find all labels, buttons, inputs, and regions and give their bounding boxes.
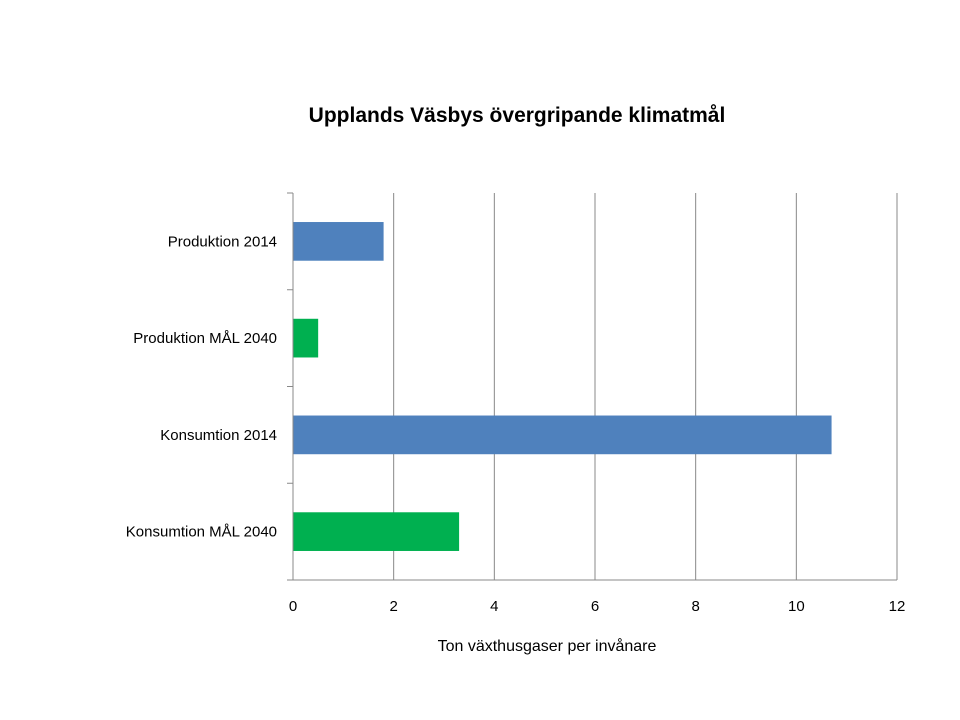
y-category-label: Produktion MÅL 2040 bbox=[133, 330, 277, 347]
gridlines bbox=[393, 193, 898, 580]
bars bbox=[293, 222, 832, 551]
chart-title: Upplands Väsbys övergripande klimatmål bbox=[309, 104, 726, 127]
x-tick-label: 2 bbox=[389, 598, 397, 615]
x-tick-label: 0 bbox=[289, 598, 297, 615]
tick-labels: 0 2 4 6 8 10 12 Produktion 2014 Produktion MÅL 2… bbox=[126, 233, 906, 615]
bar-2 bbox=[293, 415, 832, 455]
x-tick-label: 8 bbox=[691, 598, 699, 615]
y-category-label: Konsumtion MÅL 2040 bbox=[126, 524, 277, 541]
x-tick-label: 10 bbox=[788, 598, 805, 615]
bar-1 bbox=[293, 318, 319, 358]
y-category-label: Produktion 2014 bbox=[168, 233, 277, 250]
axes bbox=[287, 192, 897, 581]
bar-0 bbox=[293, 222, 384, 261]
x-tick-label: 4 bbox=[490, 598, 498, 615]
y-category-label: Konsumtion 2014 bbox=[160, 427, 277, 444]
x-axis-label: Ton växthusgaser per invånare bbox=[438, 637, 657, 655]
x-tick-label: 12 bbox=[889, 598, 906, 615]
x-tick-label: 6 bbox=[591, 598, 599, 615]
bar-3 bbox=[293, 512, 460, 551]
